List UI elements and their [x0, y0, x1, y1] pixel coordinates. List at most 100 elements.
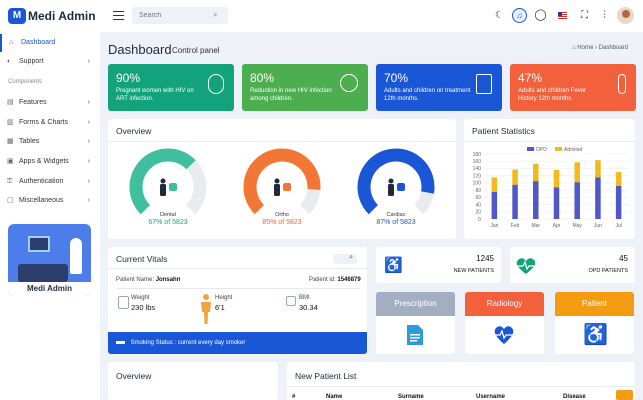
support-icon: ◐	[7, 58, 12, 65]
tables-icon: ▦	[7, 138, 14, 145]
overview-title: Overview	[116, 126, 152, 136]
x-tick-label: Feb	[511, 223, 520, 229]
new-patients-card	[376, 247, 501, 283]
chevron-right-icon: ›	[87, 197, 90, 204]
smoking-status: Smoking Status : current every day smoke…	[130, 340, 246, 346]
sidebar-item-tables[interactable]: ▦ Tables ›	[0, 133, 100, 151]
sidebar-item-apps-widgets[interactable]: ▣ Apps & Widgets ›	[0, 153, 100, 171]
column-header: Username	[476, 394, 506, 400]
bell-icon[interactable]: ♫	[512, 8, 527, 23]
sidebar-item-label: Apps & Widgets	[19, 158, 69, 165]
legend-swatch	[527, 147, 534, 151]
heartbeat-icon	[494, 326, 514, 344]
bar-admited	[595, 160, 601, 178]
sidebar-item-miscellaneous[interactable]: ▢ Miscellaneous ›	[0, 192, 100, 210]
settings-icon[interactable]: ⫶	[603, 10, 606, 21]
person-icon	[160, 178, 166, 184]
prescription-tile[interactable]	[376, 316, 455, 354]
y-tick-label: 20	[475, 210, 481, 216]
divider	[464, 141, 635, 142]
search-input[interactable]	[132, 7, 228, 24]
stat-description: Reduction in new HIV infection among chi…	[250, 88, 332, 102]
patient-tile[interactable]: ♿	[555, 316, 634, 354]
gauge-value: 85% of 5823	[262, 219, 302, 226]
person-icon	[274, 178, 280, 184]
sidebar-item-features[interactable]: ▤ Features ›	[0, 94, 100, 112]
scale-icon	[118, 296, 129, 309]
apps-icon: ▣	[7, 158, 14, 165]
stat-description: Adults and children Fever History 12th m…	[518, 88, 587, 102]
sidebar-item-dashboard[interactable]: ⌂ Dashboard	[0, 34, 100, 52]
new-patients-label: NEW PATIENTS	[453, 268, 494, 274]
bar-admited	[615, 172, 622, 186]
smoking-status-bar: Smoking Status : current every day smoke…	[108, 332, 367, 354]
search-icon[interactable]: ⌕	[213, 10, 218, 19]
gauge-arc	[243, 148, 321, 215]
home-icon[interactable]: ⌂	[572, 45, 576, 51]
bar-admited	[533, 163, 539, 182]
medical-icon	[397, 183, 405, 191]
bar-opd	[553, 187, 560, 219]
chat-icon[interactable]: ◯	[534, 9, 547, 21]
sidebar-item-label: Miscellaneous	[19, 197, 64, 204]
monitor-illustration	[28, 236, 50, 252]
breadcrumb-home[interactable]: Home	[577, 45, 594, 51]
gauge-label: Cardiac	[386, 212, 406, 218]
promo-illustration	[8, 224, 91, 296]
gauges-svg	[129, 148, 435, 215]
page-subtitle: Control panel	[172, 46, 220, 55]
y-tick-label: 0	[478, 217, 481, 223]
search-icon[interactable]: ⌕	[333, 254, 357, 264]
sidebar-section-label: Components	[8, 79, 43, 85]
opd-patients-label: OPD PATIENTS	[588, 268, 628, 274]
gauge-label: Dental	[160, 212, 176, 218]
gauge-arc	[357, 148, 435, 215]
sidebar-item-label: Tables	[19, 138, 40, 145]
patient-id: Patient id: 1546879	[309, 277, 361, 283]
patient-button[interactable]: Patient	[555, 292, 634, 316]
column-header: Surname	[398, 394, 424, 400]
features-icon: ▤	[7, 99, 14, 106]
sidebar-item-forms-charts[interactable]: ▥ Forms & Charts ›	[0, 114, 100, 132]
y-tick-label: 40	[475, 202, 481, 208]
flag-icon[interactable]	[558, 12, 567, 19]
home-icon: ⌂	[9, 39, 14, 46]
patient-id-value: 1546879	[337, 277, 361, 283]
stat-card: 90% Pregnant women with HIV on ART infec…	[108, 64, 234, 111]
forms-icon: ▥	[7, 119, 14, 126]
menu-icon[interactable]	[113, 11, 124, 20]
radiology-button[interactable]: Radiology	[465, 292, 544, 316]
body-icon	[201, 294, 211, 324]
document-icon	[407, 325, 423, 345]
y-tick-label: 120	[473, 173, 482, 179]
x-tick-label: Mar	[531, 223, 540, 229]
divider	[108, 268, 367, 269]
column-header: Name	[326, 394, 343, 400]
height-label: Height	[215, 295, 233, 301]
medical-icon	[283, 183, 291, 191]
sidebar	[0, 32, 100, 400]
stat-value: 70%	[384, 71, 409, 85]
bar-admited	[491, 177, 498, 192]
x-tick-label: Jan	[490, 223, 498, 229]
bar-opd	[574, 182, 580, 219]
sidebar-item-authentication[interactable]: ⚿ Authentication ›	[0, 173, 100, 191]
prescription-button[interactable]: Prescription	[376, 292, 455, 316]
moon-icon[interactable]: ☾	[495, 10, 504, 21]
stat-description: Adults and children on treatment 12th mo…	[384, 88, 471, 102]
x-tick-label: Apr	[553, 223, 561, 229]
settings-fab-button[interactable]	[616, 390, 633, 400]
patient-name-label: Patient Name:	[116, 277, 155, 283]
fullscreen-icon[interactable]: ⛶	[581, 10, 588, 21]
sidebar-item-label: Dashboard	[21, 39, 56, 46]
patient-statistics-title: Patient Statistics	[472, 126, 535, 136]
divider	[108, 141, 456, 142]
avatar[interactable]	[617, 7, 634, 24]
radiology-tile[interactable]	[465, 316, 544, 354]
sidebar-item-support[interactable]: ◐ Support ›	[0, 53, 100, 71]
overview-card	[108, 119, 456, 239]
stat-description: Pregnant women with HIV on ART infection…	[116, 88, 194, 102]
patient-id-label: Patient id:	[309, 277, 336, 283]
sidebar-item-label: Authentication	[19, 178, 64, 185]
